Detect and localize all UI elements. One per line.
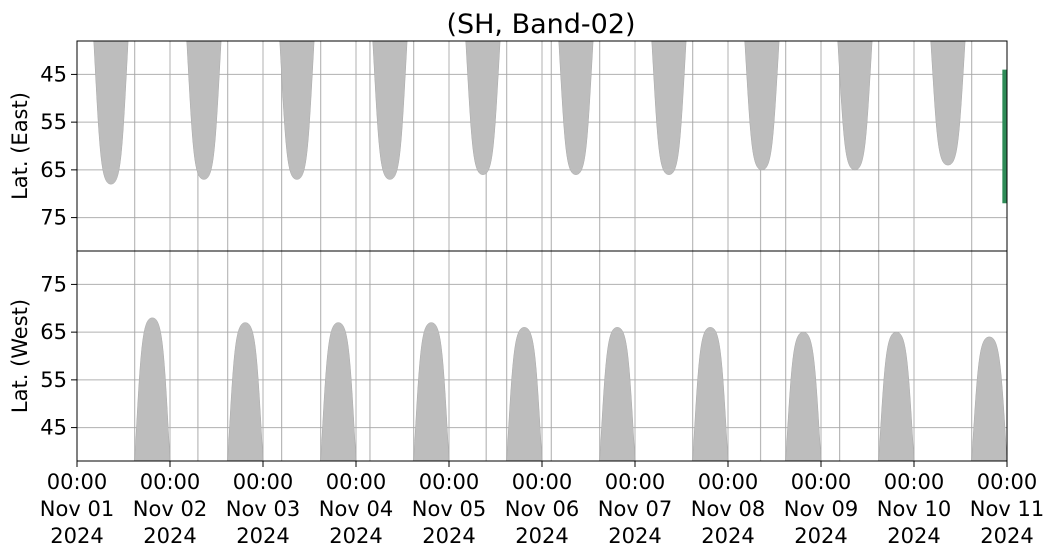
xtick-label-line: Nov 07	[598, 497, 672, 521]
coverage-lobe	[465, 40, 501, 175]
xtick-label-line: 00:00	[326, 470, 387, 494]
coverage-east	[93, 40, 1007, 251]
xtick-label-line: 2024	[608, 524, 661, 548]
grid-west	[76, 251, 1008, 461]
coverage-lobe	[651, 40, 687, 175]
xtick-label-line: 00:00	[47, 470, 108, 494]
xtick-label-line: 2024	[515, 524, 568, 548]
ytick-label: 45	[40, 62, 67, 86]
x-axis: 00:00 Nov 01 2024 00:00 Nov 02 2024 00:00 Nov 0…	[40, 461, 1044, 548]
xtick-label-line: 00:00	[884, 470, 945, 494]
xtick-label-line: Nov 06	[505, 497, 579, 521]
xtick-label-line: 00:00	[233, 470, 294, 494]
xtick-label-line: 2024	[794, 524, 847, 548]
xtick-label-line: Nov 03	[226, 497, 300, 521]
xtick-label-line: 2024	[422, 524, 475, 548]
xtick-label-line: 2024	[50, 524, 103, 548]
xtick-label-line: Nov 02	[133, 497, 207, 521]
ytick-label: 55	[40, 368, 67, 392]
coverage-lobe	[320, 322, 357, 462]
xtick-label: 00:00 Nov 07 2024	[598, 470, 672, 548]
coverage-lobe	[878, 331, 915, 462]
xtick-label: 00:00 Nov 02 2024	[133, 470, 207, 548]
coverage-lobe	[599, 327, 636, 462]
ytick-label: 65	[40, 158, 67, 182]
ytick-label: 45	[40, 416, 67, 440]
coverage-lobe	[372, 40, 408, 180]
xtick-label-line: Nov 08	[691, 497, 765, 521]
xtick-label-line: 00:00	[419, 470, 480, 494]
xtick-label-line: 00:00	[512, 470, 573, 494]
xtick-label: 00:00 Nov 04 2024	[319, 470, 393, 548]
coverage-lobe	[134, 317, 171, 462]
xtick-label-line: 00:00	[140, 470, 201, 494]
xtick-label-line: 00:00	[977, 470, 1038, 494]
coverage-lobe	[837, 40, 873, 171]
xtick-label: 00:00 Nov 06 2024	[505, 470, 579, 548]
xtick-label-line: 00:00	[605, 470, 666, 494]
coverage-lobe	[186, 40, 222, 180]
xtick-label-line: 2024	[701, 524, 754, 548]
chart-title: (SH, Band-02)	[446, 9, 635, 40]
ytick-label: 65	[40, 320, 67, 344]
xtick-label-line: Nov 09	[784, 497, 858, 521]
coverage-lobe	[744, 40, 780, 171]
xtick-label-line: Nov 11	[970, 497, 1044, 521]
ylabel-west: Lat. (West)	[8, 299, 32, 413]
xtick-label-line: Nov 10	[877, 497, 951, 521]
coverage-lobe	[227, 322, 264, 462]
highlight-band	[1002, 69, 1007, 204]
xtick-label: 00:00 Nov 09 2024	[784, 470, 858, 548]
xtick-label-line: 00:00	[791, 470, 852, 494]
coverage-lobe	[506, 327, 543, 462]
xtick-label-line: Nov 01	[40, 497, 114, 521]
coverage-lobe	[413, 322, 450, 462]
coverage-lobe	[971, 336, 1008, 462]
xtick-label-line: Nov 04	[319, 497, 393, 521]
xtick-label-line: 00:00	[698, 470, 759, 494]
ytick-label: 75	[40, 206, 67, 230]
coverage-lobe	[558, 40, 594, 175]
coverage-lobe	[930, 40, 966, 166]
coverage-west	[134, 251, 1008, 462]
xtick-label-line: 2024	[329, 524, 382, 548]
coverage-lobe	[279, 40, 315, 180]
yticks-west: 45 55 65 75	[40, 272, 77, 440]
ylabel-east: Lat. (East)	[8, 92, 32, 200]
xtick-label: 00:00 Nov 11 2024	[970, 470, 1044, 548]
coverage-lobe	[692, 327, 729, 462]
coverage-lobe	[785, 331, 822, 462]
xtick-label-line: 2024	[887, 524, 940, 548]
coverage-lobe	[93, 40, 129, 185]
xtick-label: 00:00 Nov 01 2024	[40, 470, 114, 548]
ytick-label: 55	[40, 110, 67, 134]
xtick-label: 00:00 Nov 10 2024	[877, 470, 951, 548]
panel-west: 45 55 65 75 Lat. (West)	[8, 250, 1008, 462]
xtick-label-line: 2024	[980, 524, 1033, 548]
xtick-label: 00:00 Nov 03 2024	[226, 470, 300, 548]
yticks-east: 45 55 65 75	[40, 62, 77, 230]
xtick-label-line: 2024	[143, 524, 196, 548]
xtick-label-line: 2024	[236, 524, 289, 548]
panel-east: 45 55 65 75 Lat. (East)	[8, 40, 1008, 252]
ytick-label: 75	[40, 272, 67, 296]
xtick-label: 00:00 Nov 08 2024	[691, 470, 765, 548]
xtick-label: 00:00 Nov 05 2024	[412, 470, 486, 548]
xtick-label-line: Nov 05	[412, 497, 486, 521]
